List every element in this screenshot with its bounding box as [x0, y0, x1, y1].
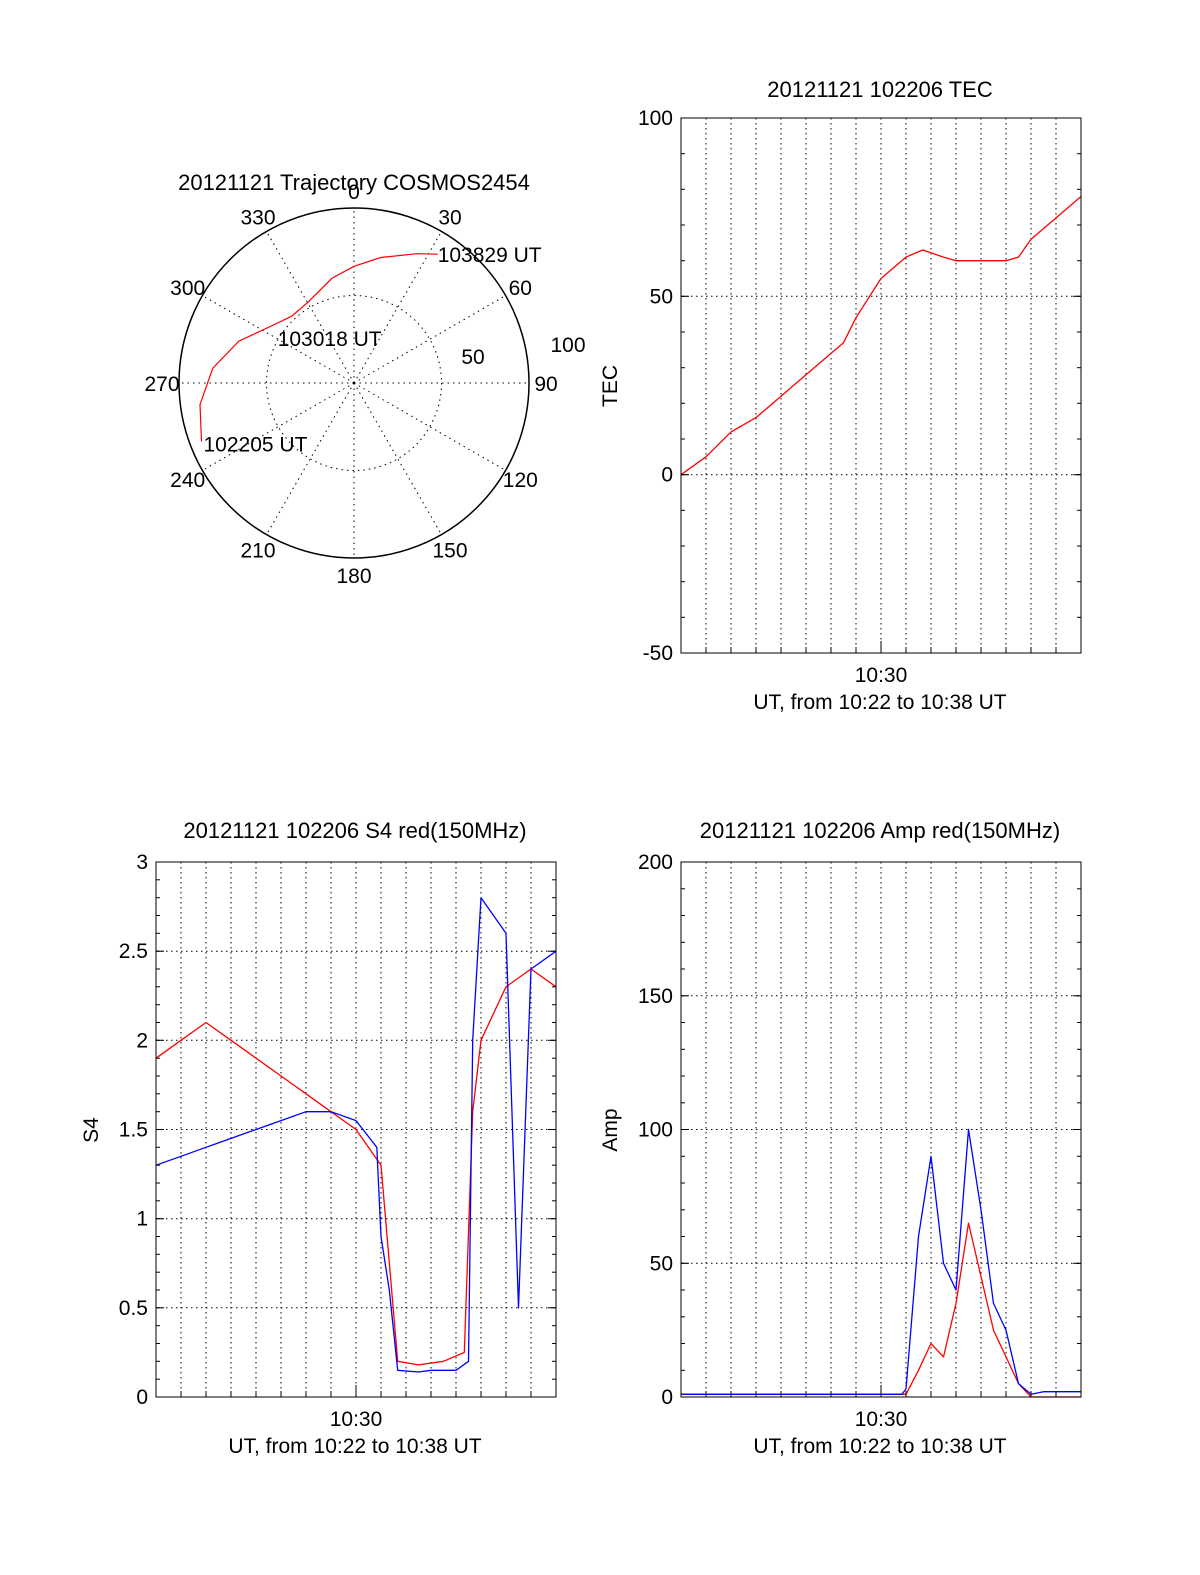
s4-y-tick-label: 3 — [136, 851, 148, 874]
tec-chart: 20121121 102206 TEC -50 0 50 100 10:30 UT, … — [599, 77, 1082, 714]
tec-y-tick-label: -50 — [643, 642, 673, 665]
s4-series — [155, 897, 557, 1373]
polar-radial-labels: 50 100 — [461, 334, 585, 369]
polar-grid — [179, 208, 529, 558]
s4-y-axis-label: S4 — [80, 1117, 103, 1143]
tec-series — [680, 196, 1082, 476]
s4-title: 20121121 102206 S4 red(150MHz) — [183, 818, 526, 843]
amp-y-axis-label: Amp — [599, 1108, 622, 1151]
amp-title: 20121121 102206 Amp red(150MHz) — [700, 818, 1060, 843]
polar-ring — [266, 295, 442, 471]
polar-spoke — [353, 382, 506, 471]
polar-angle-label: 30 — [438, 207, 461, 230]
polar-spoke — [266, 231, 355, 384]
polar-spoke — [353, 382, 442, 535]
amp-chart: 20121121 102206 Amp red(150MHz) 0 50 100 15… — [599, 818, 1082, 1458]
polar-angle-label: 60 — [509, 277, 532, 300]
tec-y-tick-label: 50 — [650, 285, 673, 308]
trajectory-polar-plot: 20121121 Trajectory COSMOS2454 0 30 60 90 12… — [144, 170, 585, 588]
tec-x-ticks: 10:30 — [680, 641, 1082, 687]
tec-y-ticks: -50 0 50 100 — [638, 107, 1081, 665]
s4-y-tick-label: 2 — [136, 1029, 148, 1052]
amp-y-ticks: 0 50 100 150 200 — [638, 851, 1081, 1409]
tec-x-axis-label: UT, from 10:22 to 10:38 UT — [753, 691, 1006, 714]
polar-title: 20121121 Trajectory COSMOS2454 — [178, 170, 530, 195]
amp-series — [681, 1128, 1081, 1398]
amp-x-ticks: 10:30 — [680, 1385, 1082, 1431]
amp-series-line — [681, 1222, 1081, 1398]
polar-annotations: 103829 UT 103018 UT 102205 UT — [204, 244, 542, 456]
polar-series — [199, 253, 438, 442]
tec-title: 20121121 102206 TEC — [767, 77, 993, 102]
s4-series-line — [155, 897, 557, 1373]
polar-annotation: 102205 UT — [204, 434, 308, 457]
polar-annotation: 103829 UT — [438, 244, 542, 267]
tec-series-line — [680, 196, 1082, 476]
polar-angle-label: 210 — [240, 539, 275, 562]
s4-x-tick-label: 10:30 — [330, 1408, 383, 1431]
tec-y-tick-label: 100 — [638, 107, 673, 130]
polar-radial-label: 100 — [550, 334, 585, 357]
s4-y-tick-label: 0 — [136, 1386, 148, 1409]
s4-series-line — [155, 968, 557, 1366]
tec-y-tick-label: 0 — [661, 464, 673, 487]
amp-x-tick-label: 10:30 — [855, 1408, 908, 1431]
polar-trajectory-line — [199, 253, 438, 442]
s4-y-ticks: 0 0.5 1 1.5 2 2.5 3 — [119, 851, 556, 1409]
polar-radial-label: 50 — [461, 346, 484, 369]
polar-spoke — [266, 382, 355, 535]
polar-angle-label: 300 — [170, 277, 205, 300]
polar-angle-label: 330 — [240, 207, 275, 230]
polar-angle-label: 240 — [170, 469, 205, 492]
amp-grid — [681, 862, 1081, 1397]
s4-x-axis-label: UT, from 10:22 to 10:38 UT — [228, 1435, 481, 1458]
s4-y-tick-label: 1 — [136, 1208, 148, 1231]
amp-y-tick-label: 150 — [638, 985, 673, 1008]
amp-y-tick-label: 100 — [638, 1119, 673, 1142]
polar-angle-label: 120 — [503, 469, 538, 492]
s4-y-tick-label: 0.5 — [119, 1297, 148, 1320]
tec-grid — [681, 118, 1081, 653]
s4-y-tick-label: 1.5 — [119, 1119, 148, 1142]
s4-y-tick-label: 2.5 — [119, 940, 148, 963]
amp-x-axis-label: UT, from 10:22 to 10:38 UT — [753, 1435, 1006, 1458]
polar-outer-circle — [178, 207, 530, 559]
amp-y-tick-label: 50 — [650, 1252, 673, 1275]
polar-spoke — [202, 382, 355, 471]
polar-angle-label: 150 — [432, 539, 467, 562]
amp-y-tick-label: 200 — [638, 851, 673, 874]
s4-chart: 20121121 102206 S4 red(150MHz) 0 0.5 1 1.5 2… — [80, 818, 557, 1458]
polar-angle-label: 180 — [336, 565, 371, 588]
amp-series-line — [681, 1128, 1081, 1395]
tec-y-axis-label: TEC — [599, 365, 622, 407]
s4-grid — [156, 862, 556, 1397]
tec-x-tick-label: 10:30 — [855, 664, 908, 687]
amp-y-tick-label: 0 — [661, 1386, 673, 1409]
polar-angle-label: 0 — [348, 181, 360, 204]
s4-x-ticks: 10:30 — [155, 1385, 557, 1431]
polar-angle-label: 90 — [534, 373, 557, 396]
polar-angle-label: 270 — [144, 373, 179, 396]
polar-annotation: 103018 UT — [278, 328, 382, 351]
polar-angle-labels: 0 30 60 90 120 150 180 210 240 270 300 330 — [144, 181, 557, 588]
